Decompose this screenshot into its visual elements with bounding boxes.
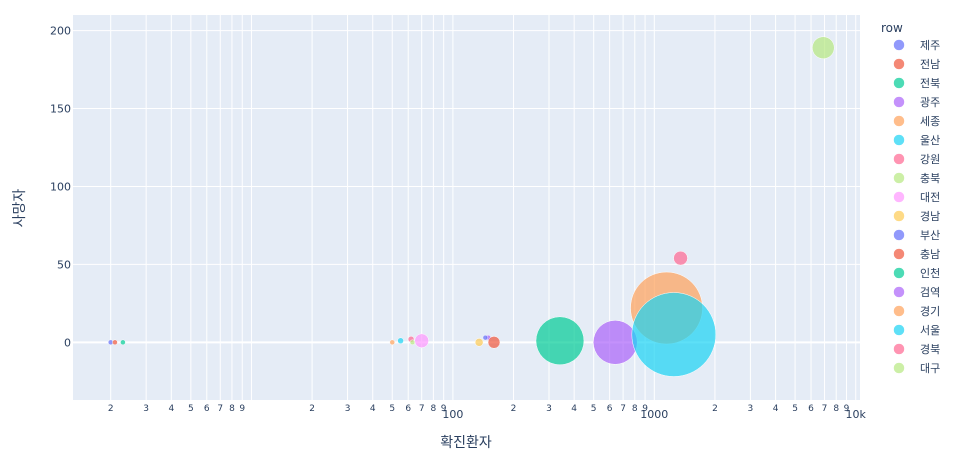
x-minor-tick-label: 5 — [188, 404, 194, 414]
legend-marker — [893, 305, 905, 317]
x-minor-tick-label: 2 — [511, 404, 517, 414]
x-axis-title: 확진환자 — [440, 435, 492, 451]
legend-marker — [893, 134, 905, 146]
bubble-검역 — [593, 320, 638, 365]
legend-label: 광주 — [920, 96, 940, 109]
legend-label: 서울 — [920, 324, 940, 337]
bubble-전남 — [112, 339, 118, 346]
legend-label: 전남 — [920, 58, 940, 71]
y-tick-label: 50 — [57, 258, 71, 271]
bubble-부산 — [482, 334, 489, 341]
x-minor-tick-label: 7 — [217, 404, 223, 414]
bubble-충남 — [487, 336, 501, 349]
x-minor-tick-label: 8 — [833, 404, 839, 414]
legend-label: 세종 — [920, 115, 940, 128]
y-axis-ticks: 0 50 100 150 200 — [50, 25, 71, 350]
legend-label: 전북 — [920, 77, 940, 90]
legend-label: 강원 — [920, 153, 940, 166]
legend-label: 경남 — [920, 210, 940, 223]
plot-area — [73, 15, 860, 400]
legend-label: 대전 — [920, 191, 940, 204]
bubble-대구 — [812, 36, 835, 59]
x-minor-tick-label: 6 — [405, 404, 411, 414]
x-minor-tick-label: 3 — [748, 404, 754, 414]
x-minor-tick-label: 2 — [309, 404, 315, 414]
legend-label: 충남 — [920, 248, 940, 261]
x-minor-tick-label: 9 — [642, 404, 648, 414]
y-tick-label: 150 — [50, 103, 71, 116]
legend-marker — [893, 248, 905, 260]
x-minor-tick-label: 5 — [792, 404, 798, 414]
x-minor-tick-label: 8 — [229, 404, 235, 414]
x-minor-tick-label: 4 — [571, 404, 577, 414]
legend-marker — [893, 210, 905, 222]
legend-marker — [893, 115, 905, 127]
legend-marker — [893, 77, 905, 89]
x-tick-label: 1000 — [640, 408, 668, 421]
x-minor-tick-label: 3 — [345, 404, 351, 414]
bubble-경남 — [474, 338, 484, 347]
bubble-세종 — [389, 339, 396, 346]
legend-marker — [893, 39, 905, 51]
x-minor-tick-label: 6 — [808, 404, 814, 414]
legend-label: 대구 — [920, 362, 940, 375]
y-tick-label: 0 — [64, 336, 71, 349]
legend-label: 충북 — [920, 172, 940, 185]
bubble-대전 — [414, 333, 429, 349]
legend-title: row — [881, 21, 903, 35]
x-minor-tick-label: 8 — [431, 404, 437, 414]
legend-marker — [893, 96, 905, 108]
legend-label: 경북 — [920, 343, 940, 356]
legend-label: 인천 — [920, 266, 940, 280]
bubble-경북 — [673, 250, 688, 266]
x-minor-tick-label: 5 — [591, 404, 597, 414]
x-minor-tick-label: 9 — [441, 404, 447, 414]
legend-label: 부산 — [920, 229, 940, 242]
x-tick-label: 10k — [846, 408, 867, 421]
legend-marker — [893, 58, 905, 70]
legend-marker — [893, 267, 905, 279]
y-tick-label: 100 — [50, 180, 71, 193]
data-markers — [107, 36, 835, 377]
x-minor-tick-label: 8 — [632, 404, 638, 414]
x-minor-tick-label: 2 — [108, 404, 114, 414]
x-minor-tick-label: 7 — [620, 404, 626, 414]
bubble-인천 — [535, 316, 585, 366]
bubble-전북 — [120, 339, 126, 346]
legend-marker — [893, 286, 905, 298]
legend-marker — [893, 172, 905, 184]
legend-marker — [893, 343, 905, 355]
legend-label: 울산 — [920, 134, 940, 147]
legend-marker — [893, 362, 905, 374]
legend-label: 검역 — [920, 286, 940, 299]
y-tick-label: 200 — [50, 25, 71, 38]
x-minor-tick-label: 4 — [168, 404, 174, 414]
legend-marker — [893, 153, 905, 165]
x-minor-tick-label: 7 — [822, 404, 828, 414]
legend-marker — [893, 229, 905, 241]
x-minor-tick-label: 9 — [239, 404, 245, 414]
x-minor-tick-label: 5 — [389, 404, 395, 414]
x-minor-tick-label: 3 — [143, 404, 149, 414]
x-minor-tick-label: 7 — [419, 404, 425, 414]
x-minor-tick-label: 4 — [370, 404, 376, 414]
y-axis-title: 사망자 — [12, 189, 28, 228]
bubble-울산 — [397, 337, 404, 345]
x-minor-tick-label: 4 — [773, 404, 779, 414]
bubble-충북 — [409, 339, 416, 346]
legend-label: 경기 — [920, 305, 940, 318]
x-minor-tick-label: 6 — [607, 404, 613, 414]
bubble-서울 — [631, 292, 717, 377]
x-tick-label: 100 — [442, 408, 463, 421]
x-minor-tick-label: 6 — [204, 404, 210, 414]
legend-label: 제주 — [920, 39, 940, 52]
x-minor-tick-label: 3 — [546, 404, 552, 414]
legend-marker — [893, 191, 905, 203]
x-minor-tick-label: 2 — [712, 404, 718, 414]
x-minor-tick-label: 9 — [844, 404, 850, 414]
legend-marker — [893, 324, 905, 336]
